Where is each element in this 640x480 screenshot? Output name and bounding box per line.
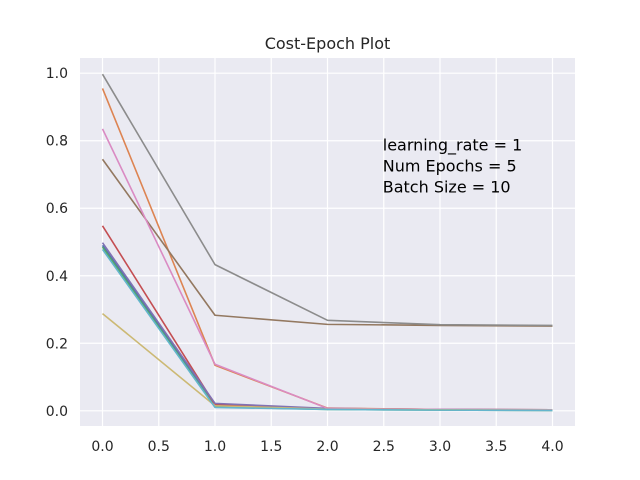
chart-title: Cost-Epoch Plot xyxy=(265,34,391,53)
annotation-line: Batch Size = 10 xyxy=(383,178,511,197)
series-line-10 xyxy=(101,248,553,412)
series-lines xyxy=(101,73,553,412)
y-tick-label: 0.2 xyxy=(46,336,68,352)
x-tick-label: 0.5 xyxy=(148,439,170,455)
x-tick-label: 1.0 xyxy=(204,439,226,455)
x-tick-label: 2.5 xyxy=(373,439,395,455)
x-tick-label: 1.5 xyxy=(260,439,282,455)
x-tick-label: 2.0 xyxy=(316,439,338,455)
x-tick-label: 0.0 xyxy=(91,439,113,455)
annotation-line: learning_rate = 1 xyxy=(383,136,523,156)
y-tick-label: 1.0 xyxy=(46,66,68,82)
x-tick-label: 3.0 xyxy=(429,439,451,455)
y-tick-label: 0.8 xyxy=(46,134,68,150)
y-tick-label: 0.0 xyxy=(46,404,68,420)
x-tick-label: 4.0 xyxy=(541,439,563,455)
y-tick-label: 0.6 xyxy=(46,201,68,217)
series-line-8 xyxy=(101,73,553,327)
y-axis-ticks: 0.0 0.2 0.4 0.6 0.8 1.0 xyxy=(46,66,68,420)
y-tick-label: 0.4 xyxy=(46,269,68,285)
annotation-line: Num Epochs = 5 xyxy=(383,157,517,176)
x-tick-label: 3.5 xyxy=(485,439,507,455)
x-axis-ticks: 0.0 0.5 1.0 1.5 2.0 2.5 3.0 3.5 4.0 xyxy=(91,439,563,455)
